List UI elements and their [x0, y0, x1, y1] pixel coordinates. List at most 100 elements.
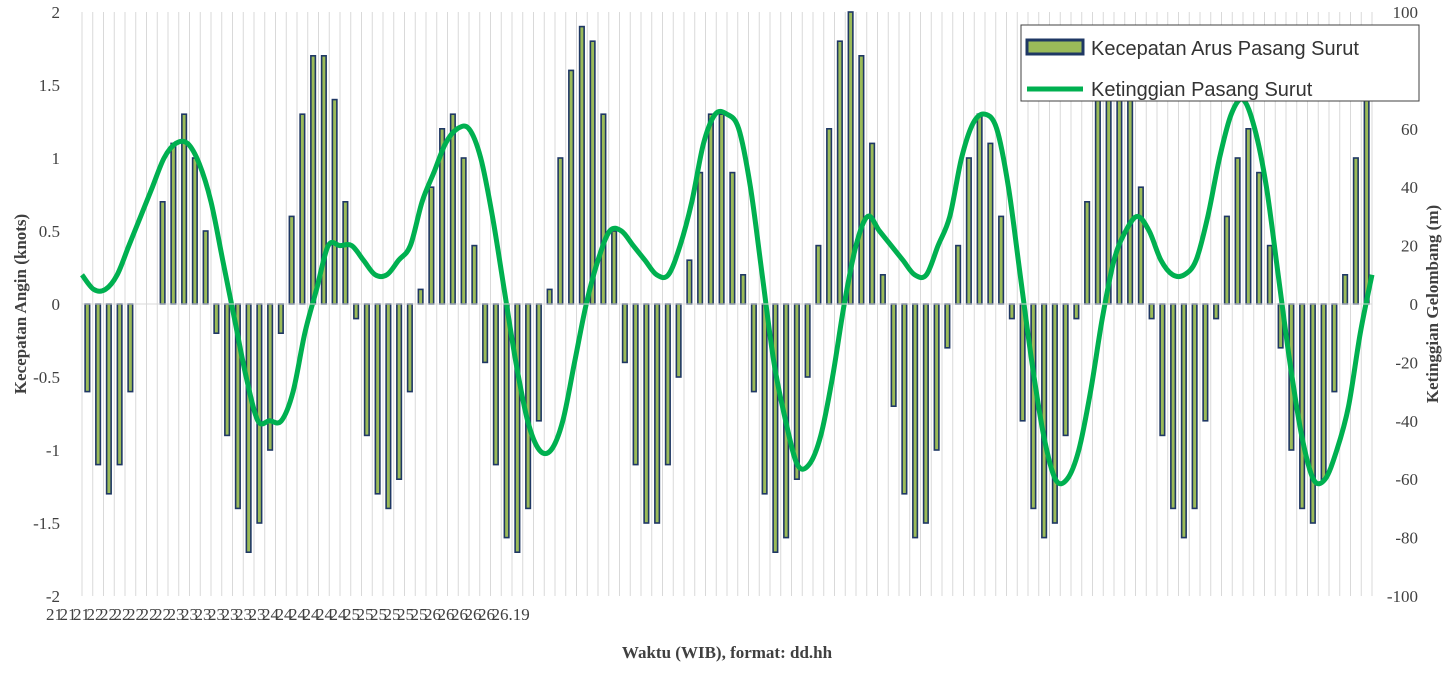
- bar: [267, 303, 274, 451]
- bar: [1191, 303, 1198, 510]
- bar: [492, 303, 499, 466]
- bar: [245, 303, 252, 553]
- y-left-tick-label: 1: [52, 149, 61, 168]
- line-path: [79, 96, 1375, 487]
- bar: [568, 69, 575, 305]
- bar: [482, 303, 489, 364]
- bar: [514, 303, 521, 553]
- bar: [428, 186, 435, 305]
- bar: [105, 303, 112, 495]
- bar: [976, 113, 983, 305]
- x-tick-label: 24: [316, 605, 334, 624]
- y-right-tick-label: -80: [1395, 529, 1418, 548]
- bar: [955, 244, 962, 305]
- bar: [1256, 171, 1263, 305]
- bar: [342, 201, 349, 305]
- bar: [1363, 84, 1370, 305]
- legend-box: [1020, 24, 1420, 102]
- x-tick-label: 23: [168, 605, 185, 624]
- bar: [1170, 303, 1177, 510]
- bar: [1062, 303, 1069, 437]
- bar: [1331, 303, 1338, 393]
- x-tick-label: 23: [181, 605, 198, 624]
- x-tick-label: 22: [127, 605, 144, 624]
- bar: [299, 113, 306, 305]
- bar: [417, 288, 424, 305]
- x-tick-label: 25: [343, 605, 360, 624]
- bar: [170, 142, 177, 305]
- y-right-tick-label: -60: [1395, 470, 1418, 489]
- bar: [1127, 69, 1134, 305]
- bar: [353, 303, 360, 320]
- bar: [127, 303, 134, 393]
- bar: [654, 303, 661, 524]
- legend-label-line: Ketinggian Pasang Surut: [1091, 79, 1313, 101]
- bar: [804, 303, 811, 378]
- x-tick-label: 26: [465, 605, 482, 624]
- x-tick-label: 24: [262, 605, 280, 624]
- x-tick-label: 22: [87, 605, 104, 624]
- bar: [1234, 157, 1241, 305]
- bar: [912, 303, 919, 539]
- y-left-tick-label: -1.5: [33, 514, 60, 533]
- x-tick-label: 25: [357, 605, 374, 624]
- x-axis-ticks: 2121212222222222222323232323232324242424…: [46, 605, 530, 624]
- x-tick-label: 24: [330, 605, 348, 624]
- bar: [890, 303, 897, 407]
- bar: [729, 171, 736, 305]
- bar: [697, 171, 704, 305]
- bar: [987, 142, 994, 305]
- x-tick-label: 25: [370, 605, 387, 624]
- bar: [95, 303, 102, 466]
- bar: [288, 215, 295, 305]
- bar: [826, 128, 833, 305]
- bar: [1008, 303, 1015, 320]
- bar: [1073, 303, 1080, 320]
- y-left-tick-label: 2: [52, 3, 61, 22]
- bar: [1159, 303, 1166, 437]
- bar: [1180, 303, 1187, 539]
- bar: [611, 230, 618, 305]
- bar: [1137, 186, 1144, 305]
- bar: [191, 157, 198, 305]
- y-axis-left-title: Kecepatan Angin (knots): [11, 214, 30, 394]
- bar: [836, 40, 843, 305]
- x-tick-label: 22: [114, 605, 131, 624]
- bar: [1320, 303, 1327, 480]
- y-right-tick-label: -20: [1395, 353, 1418, 372]
- x-tick-label: 25: [397, 605, 414, 624]
- bar: [621, 303, 628, 364]
- bar: [1299, 303, 1306, 510]
- bar: [363, 303, 370, 437]
- bar: [686, 259, 693, 305]
- line-series: [79, 96, 1375, 487]
- right-axis-ticks: -100-80-60-40-20020406080100: [1387, 3, 1418, 606]
- bar: [1309, 303, 1316, 524]
- y-right-tick-label: 40: [1401, 178, 1418, 197]
- bar: [159, 201, 166, 305]
- y-left-tick-label: 1.5: [39, 76, 60, 95]
- bar: [643, 303, 650, 524]
- bar: [1223, 215, 1230, 305]
- bar: [535, 303, 542, 422]
- bar: [1245, 128, 1252, 305]
- x-tick-label: 26: [438, 605, 455, 624]
- bar: [761, 303, 768, 495]
- bar: [84, 303, 91, 393]
- bar: [901, 303, 908, 495]
- bar: [224, 303, 231, 437]
- x-tick-label: 23: [249, 605, 266, 624]
- bar: [879, 273, 886, 305]
- bar: [750, 303, 757, 393]
- bar: [1202, 303, 1209, 422]
- bar: [202, 230, 209, 305]
- x-tick-label: 21: [46, 605, 63, 624]
- bar: [116, 303, 123, 466]
- x-tick-label: 23: [222, 605, 239, 624]
- y-left-tick-label: -1: [46, 441, 60, 460]
- x-tick-label: 22: [141, 605, 158, 624]
- bar: [1342, 273, 1349, 305]
- x-tick-label: 23: [208, 605, 225, 624]
- bar: [922, 303, 929, 524]
- x-tick-label: 25: [384, 605, 401, 624]
